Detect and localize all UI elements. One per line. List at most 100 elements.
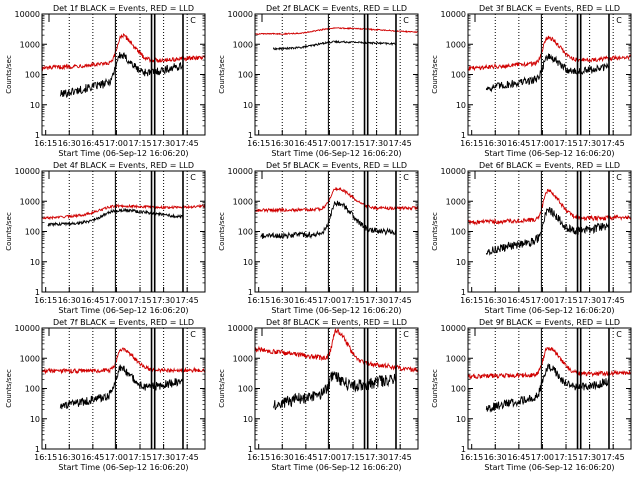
- x-tick-label: 17:15: [128, 296, 151, 305]
- x-tick-label: 16:30: [58, 296, 81, 305]
- panel-4: Det 4f BLACK = Events, RED = LLD C 1 10 100 1…: [5, 161, 206, 315]
- y-tick-label: 1: [248, 288, 253, 297]
- x-tick-label: 16:45: [81, 453, 104, 462]
- lld-series-line: [41, 32, 206, 72]
- x-tick-label: 16:15: [247, 139, 270, 148]
- corner-c-mark: C: [616, 330, 622, 339]
- y-tick-label: 1: [248, 445, 253, 454]
- y-tick-label: 1000: [446, 354, 466, 363]
- x-tick-label: 16:15: [34, 453, 57, 462]
- y-tick-label: 1000: [233, 197, 253, 206]
- corner-c-mark: C: [616, 173, 622, 182]
- x-tick-label: 16:15: [460, 296, 483, 305]
- x-axis-label: Start Time (06-Sep-12 16:06:20): [484, 463, 614, 472]
- lld-series-line: [42, 347, 206, 375]
- y-tick-label: 10: [30, 258, 40, 267]
- x-tick-label: 16:15: [247, 453, 270, 462]
- plot-frame: [467, 13, 632, 136]
- x-tick-label: 17:00: [318, 139, 341, 148]
- x-axis-label: Start Time (06-Sep-12 16:06:20): [58, 149, 188, 158]
- plot-frame: [254, 13, 419, 136]
- corner-c-mark: C: [190, 173, 196, 182]
- plot-frame: [41, 327, 206, 450]
- x-axis-label: Start Time (06-Sep-12 16:06:20): [58, 306, 188, 315]
- x-tick-label: 17:30: [365, 453, 388, 462]
- x-axis-label: Start Time (06-Sep-12 16:06:20): [484, 149, 614, 158]
- x-tick-label: 16:30: [58, 139, 81, 148]
- y-axis-label: Counts/sec: [431, 212, 439, 251]
- y-tick-label: 1000: [20, 40, 40, 49]
- events-series-line: [59, 51, 184, 98]
- x-axis-label: Start Time (06-Sep-12 16:06:20): [58, 463, 188, 472]
- panel-7: Det 7f BLACK = Events, RED = LLD C 1 10 100 1…: [5, 318, 206, 472]
- x-tick-label: 17:45: [176, 139, 199, 148]
- panel-title: Det 6f BLACK = Events, RED = LLD: [479, 161, 620, 170]
- events-series-line: [485, 207, 610, 256]
- panel-8: Det 8f BLACK = Events, RED = LLD C 1 10 100 1…: [218, 318, 419, 472]
- y-axis-label: Counts/sec: [218, 369, 226, 408]
- x-tick-label: 16:45: [507, 139, 530, 148]
- events-series-line: [59, 364, 184, 410]
- x-tick-label: 17:15: [341, 296, 364, 305]
- panel-title: Det 1f BLACK = Events, RED = LLD: [53, 4, 194, 13]
- x-tick-label: 17:30: [578, 296, 601, 305]
- plot-frame: [41, 170, 206, 293]
- y-tick-label: 100: [451, 71, 466, 80]
- plot-frame: [467, 327, 632, 450]
- y-tick-label: 1: [35, 445, 40, 454]
- y-tick-label: 1000: [446, 197, 466, 206]
- x-tick-label: 17:15: [128, 453, 151, 462]
- events-series-line: [272, 371, 397, 411]
- x-tick-label: 17:00: [531, 296, 554, 305]
- y-tick-label: 1: [461, 288, 466, 297]
- x-tick-label: 16:15: [34, 139, 57, 148]
- panel-title: Det 3f BLACK = Events, RED = LLD: [479, 4, 620, 13]
- y-tick-label: 100: [25, 228, 40, 237]
- x-tick-label: 16:30: [484, 296, 507, 305]
- x-tick-label: 17:45: [389, 453, 412, 462]
- x-tick-label: 17:30: [152, 296, 175, 305]
- x-tick-label: 17:15: [554, 296, 577, 305]
- panel-9: Det 9f BLACK = Events, RED = LLD C 1 10 100 1…: [431, 318, 632, 472]
- x-tick-label: 17:30: [365, 139, 388, 148]
- x-tick-label: 16:30: [58, 453, 81, 462]
- y-tick-label: 10: [30, 101, 40, 110]
- lld-series-line: [467, 347, 632, 380]
- corner-c-mark: C: [403, 330, 409, 339]
- x-tick-label: 17:00: [105, 453, 128, 462]
- panel-title: Det 5f BLACK = Events, RED = LLD: [266, 161, 407, 170]
- x-tick-label: 17:30: [152, 453, 175, 462]
- x-tick-label: 16:45: [294, 453, 317, 462]
- x-tick-label: 16:45: [81, 296, 104, 305]
- y-axis-label: Counts/sec: [431, 369, 439, 408]
- y-tick-label: 1: [248, 131, 253, 140]
- x-tick-label: 17:00: [531, 139, 554, 148]
- x-tick-label: 16:30: [271, 139, 294, 148]
- y-tick-label: 100: [25, 385, 40, 394]
- y-tick-label: 10000: [441, 10, 466, 19]
- y-tick-label: 1000: [20, 197, 40, 206]
- x-tick-label: 16:45: [507, 296, 530, 305]
- x-tick-label: 17:30: [578, 139, 601, 148]
- y-tick-label: 1000: [233, 40, 253, 49]
- y-tick-label: 1000: [446, 40, 466, 49]
- panel-title: Det 2f BLACK = Events, RED = LLD: [266, 4, 407, 13]
- x-tick-label: 17:00: [531, 453, 554, 462]
- y-tick-label: 100: [451, 385, 466, 394]
- lld-series-line: [467, 35, 632, 72]
- x-tick-label: 17:30: [152, 139, 175, 148]
- x-tick-label: 16:45: [507, 453, 530, 462]
- y-tick-label: 10: [243, 101, 253, 110]
- y-tick-label: 100: [25, 71, 40, 80]
- y-tick-label: 100: [238, 385, 253, 394]
- x-tick-label: 17:45: [602, 453, 625, 462]
- y-tick-label: 10: [456, 415, 466, 424]
- events-series-line: [272, 39, 397, 51]
- x-tick-label: 16:45: [294, 296, 317, 305]
- y-tick-label: 10: [243, 415, 253, 424]
- x-tick-label: 17:15: [341, 139, 364, 148]
- y-tick-label: 10: [30, 415, 40, 424]
- y-tick-label: 10000: [228, 167, 253, 176]
- panel-5: Det 5f BLACK = Events, RED = LLD C 1 10 100 1…: [218, 161, 419, 315]
